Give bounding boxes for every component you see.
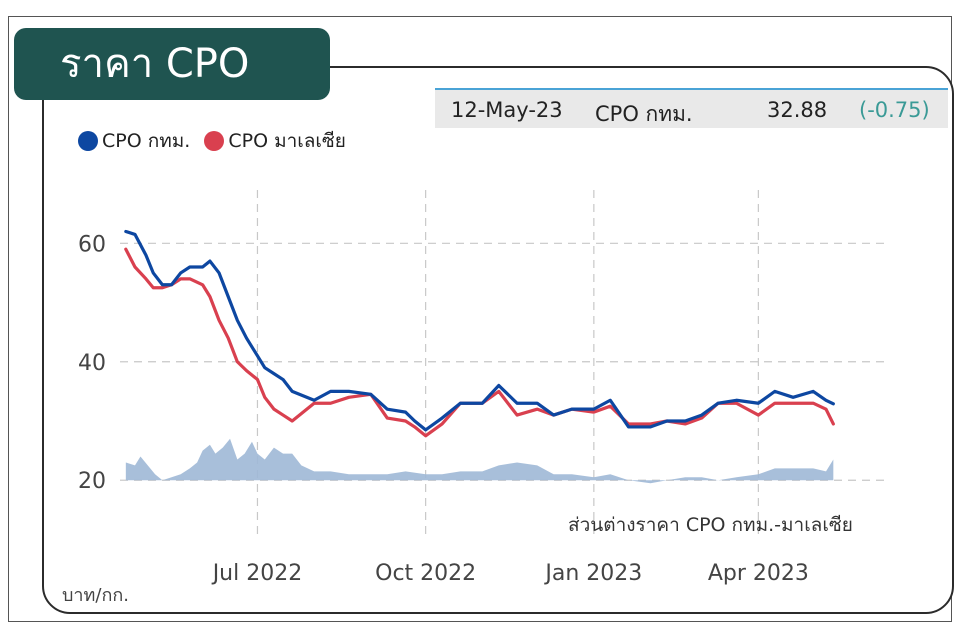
legend-item-cpo-bangkok[interactable]: CPO กทม. bbox=[78, 126, 190, 156]
legend-dot-icon bbox=[204, 131, 225, 151]
y-tick-label: 60 bbox=[78, 232, 106, 257]
x-tick-label: Oct 2022 bbox=[375, 561, 476, 586]
legend-item-cpo-malaysia[interactable]: CPO มาเลเซีย bbox=[204, 126, 346, 156]
grid-layer bbox=[120, 190, 890, 540]
latest-change: (-0.75) bbox=[859, 98, 930, 122]
difference-label: ส่วนต่างราคา CPO กทม.-มาเลเซีย bbox=[568, 514, 853, 536]
x-tick-label: Jul 2022 bbox=[211, 561, 303, 586]
y-tick-label: 20 bbox=[78, 469, 106, 494]
latest-date: 12-May-23 bbox=[451, 98, 563, 122]
chart-legend: CPO กทม. CPO มาเลเซีย bbox=[78, 126, 354, 156]
legend-label: CPO กทม. bbox=[102, 130, 191, 152]
tick-label-layer: 20 40 60 Jul 2022 Oct 2022 Jan 2023 Apr 2023 bbox=[78, 232, 809, 586]
chart-card bbox=[42, 66, 954, 614]
series-line bbox=[124, 229, 835, 432]
x-tick-label: Apr 2023 bbox=[708, 561, 809, 586]
x-tick-label: Jan 2023 bbox=[543, 561, 642, 586]
unit-label: บาท/กก. bbox=[62, 585, 129, 606]
latest-price-panel: 12-May-23 CPO กทม. 32.88 (-0.75) bbox=[435, 88, 948, 128]
series-line bbox=[124, 247, 835, 438]
legend-dot-icon bbox=[78, 131, 98, 151]
difference-area-layer bbox=[125, 438, 834, 484]
series-line-layer bbox=[124, 229, 835, 438]
y-tick-label: 40 bbox=[78, 351, 106, 376]
difference-area bbox=[125, 438, 834, 484]
latest-value: 32.88 bbox=[767, 98, 828, 122]
latest-series-name: CPO กทม. bbox=[595, 102, 693, 126]
page-title: ราคา CPO bbox=[14, 28, 330, 100]
legend-label: CPO มาเลเซีย bbox=[228, 130, 346, 152]
